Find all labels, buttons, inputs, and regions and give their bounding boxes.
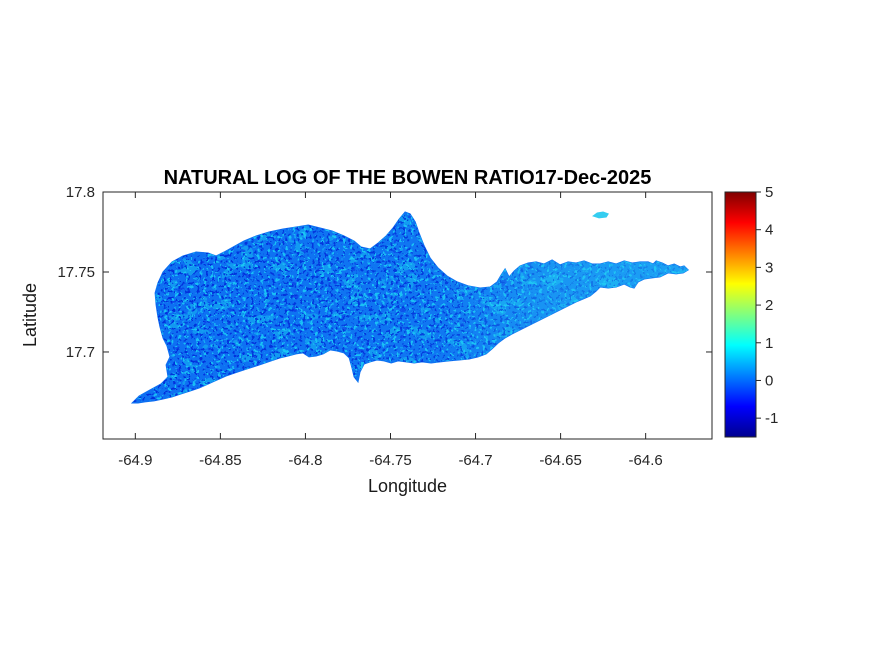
plot-title: NATURAL LOG OF THE BOWEN RATIO17-Dec-202… bbox=[163, 167, 652, 189]
colorbar-tick-label: 1 bbox=[765, 335, 773, 352]
y-tick-label: 17.7 bbox=[66, 344, 95, 361]
colorbar-tick-label: 5 bbox=[765, 184, 773, 201]
island-buck-surface bbox=[592, 211, 609, 219]
y-tick-label: 17.8 bbox=[66, 184, 95, 201]
island-texture-layers bbox=[132, 212, 689, 403]
x-tick-label: -64.6 bbox=[629, 452, 663, 469]
colorbar-gradient bbox=[724, 191, 757, 438]
x-tick-label: -64.7 bbox=[458, 452, 492, 469]
colorbar: -1 0 1 2 3 4 5 bbox=[724, 184, 778, 438]
x-tick-label: -64.85 bbox=[199, 452, 242, 469]
colorbar-tick-label: 4 bbox=[765, 222, 773, 239]
x-tick-label: -64.9 bbox=[118, 452, 152, 469]
x-tick-label: -64.8 bbox=[288, 452, 322, 469]
axes-box bbox=[102, 191, 713, 440]
colorbar-tick-label: 3 bbox=[765, 259, 773, 276]
colorbar-tick-label: 2 bbox=[765, 297, 773, 314]
colorbar-tick-label: 0 bbox=[765, 372, 773, 389]
axis-ticks: -64.9 -64.85 -64.8 -64.75 -64.7 -64.65 -64.6 17… bbox=[57, 184, 712, 469]
x-tick-label: -64.75 bbox=[369, 452, 412, 469]
x-tick-label: -64.65 bbox=[539, 452, 582, 469]
colorbar-tick-label: -1 bbox=[765, 410, 778, 427]
x-axis-label: Longitude bbox=[367, 476, 448, 496]
y-tick-label: 17.75 bbox=[57, 264, 95, 281]
east-cyan-tint bbox=[132, 212, 689, 403]
